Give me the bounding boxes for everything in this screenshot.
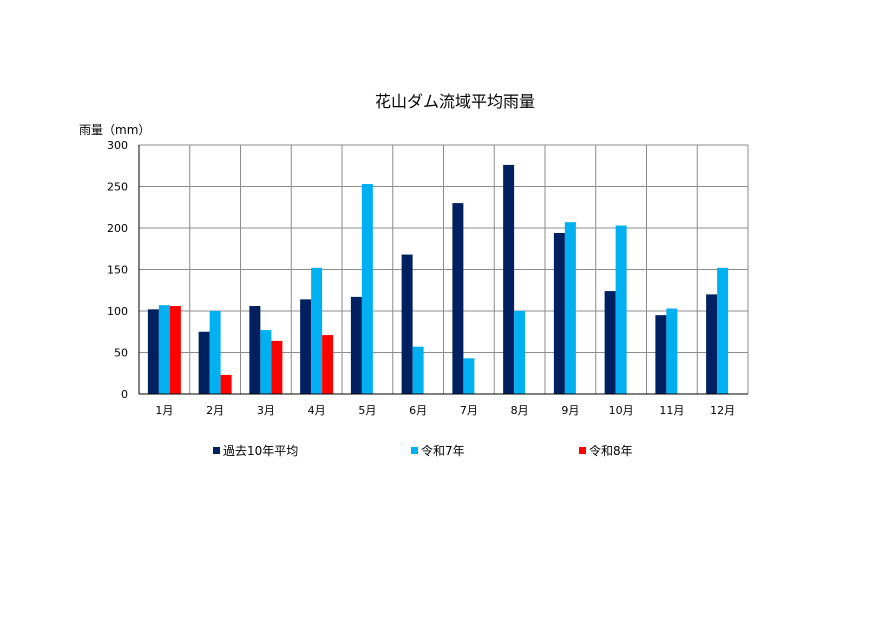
legend-item-series-0: 過去10年平均 [213,442,298,458]
bar-series-1 [717,267,729,394]
y-tick-label: 300 [107,139,128,152]
bar-series-1 [361,184,373,394]
bar-series-2 [322,335,334,394]
x-tick-label: 7月 [460,404,478,417]
x-tick-label: 10月 [609,404,634,417]
axes: 0 50 100 150 200 250 300 1月 2月 3月 4月 5月 6月 7月 8月 9月 10月 1… [107,139,748,417]
x-tick-label: 9月 [561,404,579,417]
bars [147,164,729,394]
legend-label-series-1: 令和7年 [421,443,465,458]
bar-series-0 [655,315,667,394]
y-tick-label: 100 [107,305,128,318]
y-tick-label: 0 [121,388,128,401]
x-tick-label: 11月 [659,404,684,417]
y-tick-label: 250 [107,181,128,194]
bar-series-0 [503,164,515,394]
x-tick-label: 1月 [155,404,173,417]
bar-series-2 [271,340,283,394]
bar-series-0 [452,203,464,394]
bar-series-0 [401,254,413,394]
chart-title: 花山ダム流域平均雨量 [374,92,535,111]
bar-series-1 [564,222,576,394]
x-tick-label: 4月 [308,404,326,417]
bar-series-1 [615,225,627,394]
bar-series-0 [198,331,210,394]
bar-series-0 [553,232,565,394]
bar-series-2 [220,374,232,394]
legend-label-series-0: 過去10年平均 [223,443,299,458]
bar-series-1 [158,305,170,394]
y-tick-label: 150 [107,264,128,277]
y-tick-label: 200 [107,222,128,235]
bar-series-0 [706,294,718,394]
bar-series-0 [604,291,616,394]
legend-swatch-series-2 [579,446,586,454]
bar-series-1 [260,330,272,394]
y-axis-label: 雨量（mm） [79,123,151,137]
x-tick-label: 12月 [710,404,735,417]
legend-item-series-1: 令和7年 [411,442,465,458]
x-tick-label: 5月 [358,404,376,417]
bar-series-2 [169,306,181,394]
bar-series-1 [514,311,526,394]
bar-series-1 [412,346,424,394]
x-tick-label: 2月 [206,404,224,417]
bar-series-1 [666,308,678,394]
x-tick-label: 8月 [511,404,529,417]
bar-series-0 [350,296,362,394]
y-tick-label: 50 [114,347,128,360]
legend-swatch-series-0 [213,446,220,454]
bar-series-0 [249,306,261,394]
bar-series-0 [147,309,159,394]
legend-label-series-2: 令和8年 [589,443,633,458]
bar-series-1 [209,311,221,394]
legend-swatch-series-1 [411,446,418,454]
x-tick-label: 3月 [257,404,275,417]
bar-series-1 [311,267,323,394]
bar-series-0 [300,299,312,394]
legend-item-series-2: 令和8年 [579,442,633,458]
bar-series-1 [463,358,475,394]
x-tick-label: 6月 [409,404,427,417]
